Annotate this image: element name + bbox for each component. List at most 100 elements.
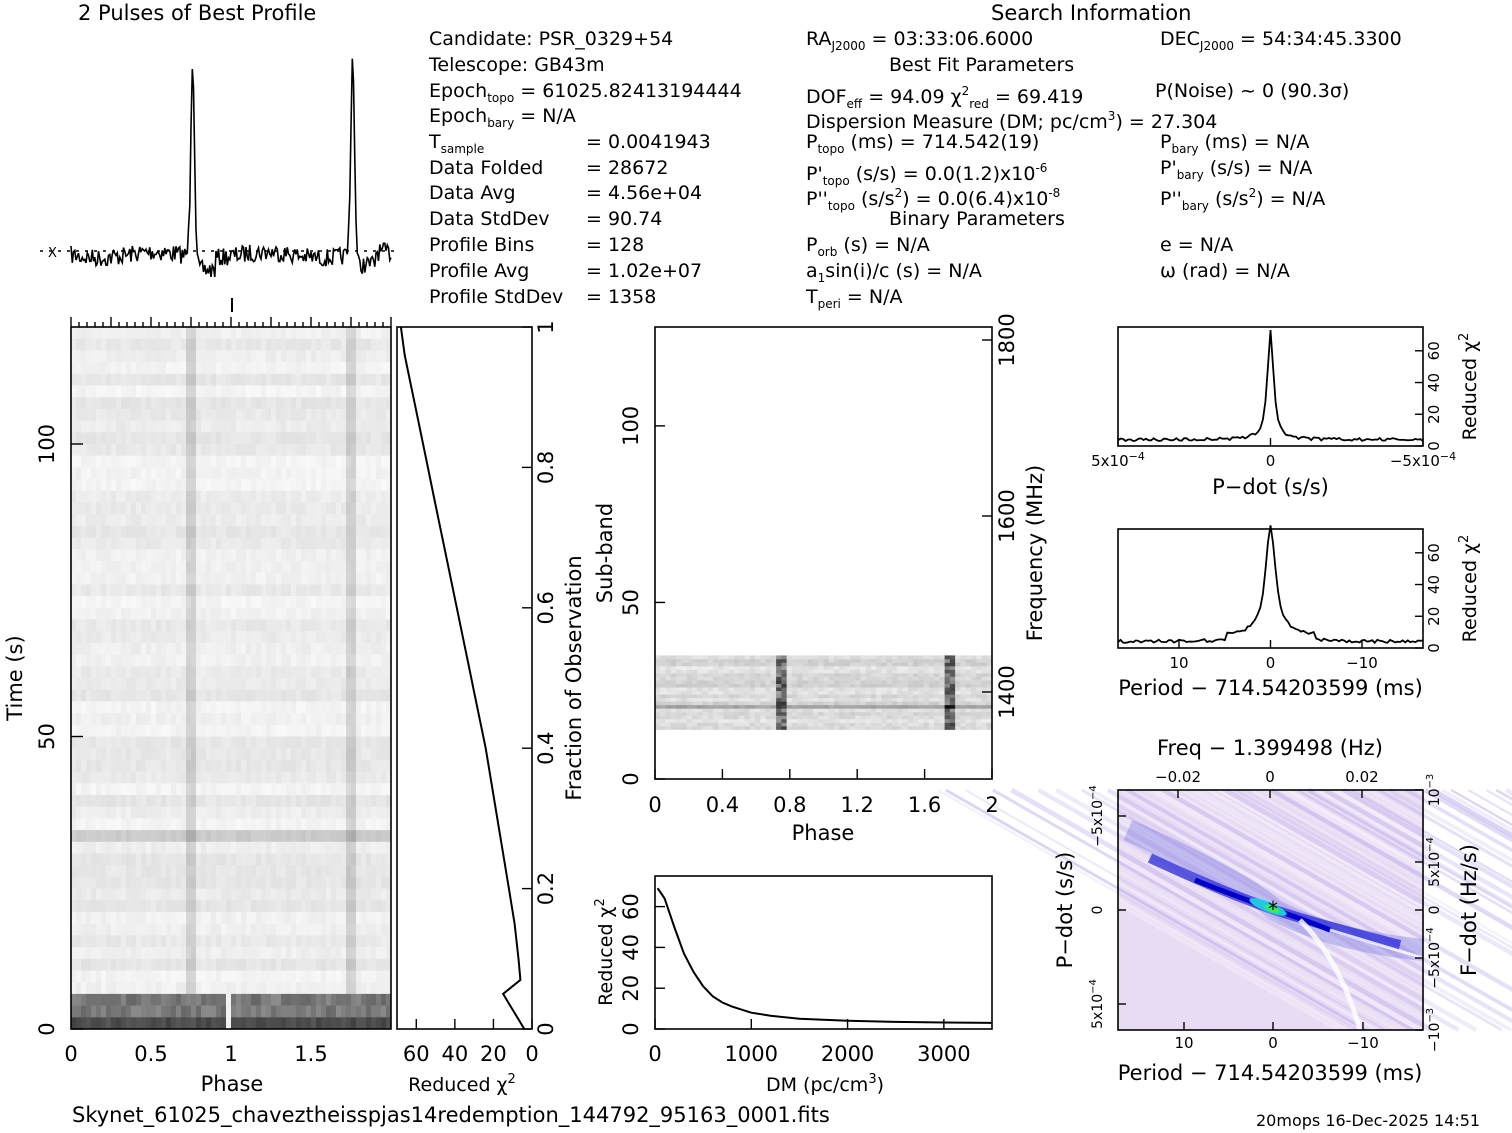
time-phase-cell: [171, 397, 177, 410]
time-phase-cell: [291, 654, 297, 667]
time-phase-cell: [321, 970, 327, 983]
time-phase-cell: [101, 537, 107, 550]
time-phase-cell: [126, 362, 132, 375]
time-phase-cell: [146, 373, 152, 386]
time-phase-cell: [306, 572, 312, 585]
time-phase-cell: [241, 678, 247, 690]
time-phase-cell: [336, 525, 342, 538]
time-phase-cell: [346, 759, 352, 772]
time-phase-cell: [126, 502, 132, 515]
time-phase-cell: [256, 607, 262, 620]
time-phase-cell: [261, 841, 267, 854]
time-phase-cell: [271, 853, 277, 866]
time-phase-cell: [196, 362, 202, 375]
subband-cell: [944, 673, 951, 677]
time-phase-cell: [216, 631, 222, 644]
subband-cell: [981, 673, 988, 677]
subband-cell: [744, 701, 751, 706]
time-phase-cell: [196, 876, 202, 889]
time-phase-cell: [241, 561, 247, 573]
time-phase-cell: [316, 350, 322, 363]
time-phase-cell: [306, 327, 312, 339]
time-phase-cell: [151, 689, 157, 702]
subband-cell: [860, 669, 866, 674]
time-phase-cell: [121, 935, 127, 948]
time-phase-cell: [71, 607, 77, 620]
time-phase-cell: [356, 912, 362, 924]
time-phase-cell: [356, 853, 362, 866]
time-phase-cell: [386, 350, 392, 363]
subband-cell: [970, 726, 977, 730]
time-phase-cell: [311, 759, 317, 772]
time-phase-cell: [271, 748, 277, 761]
subband-cell: [897, 697, 903, 702]
time-phase-cell: [91, 327, 97, 339]
time-phase-cell: [151, 993, 157, 1006]
time-phase-cell: [351, 947, 357, 960]
time-phase-cell: [331, 514, 337, 527]
time-phase-cell: [356, 678, 362, 690]
time-phase-cell: [301, 408, 307, 421]
subband-cell: [902, 676, 909, 681]
time-phase-cell: [331, 666, 337, 679]
time-phase-cell: [366, 783, 372, 796]
time-phase-cell: [346, 338, 352, 351]
subband-cell: [876, 676, 882, 681]
time-phase-cell: [291, 982, 297, 995]
time-phase-cell: [166, 502, 172, 515]
subband-cell: [818, 718, 824, 723]
time-phase-cell: [371, 818, 377, 831]
time-phase-cell: [256, 713, 262, 726]
time-phase-cell: [301, 607, 307, 620]
time-phase-cell: [336, 327, 342, 339]
time-phase-cell: [171, 912, 177, 924]
time-phase-cell: [126, 619, 132, 632]
time-phase-cell: [386, 830, 392, 843]
time-phase-cell: [101, 748, 107, 761]
subband-cell: [686, 687, 693, 692]
subband-cell: [655, 697, 661, 702]
time-phase-cell: [201, 1005, 207, 1018]
time-phase-cell: [241, 490, 247, 503]
subband-cell: [913, 697, 919, 702]
time-phase-cell: [71, 432, 77, 445]
time-phase-cell: [296, 408, 302, 421]
subband-cell: [823, 680, 830, 684]
time-phase-cell: [181, 748, 187, 761]
time-phase-cell: [191, 783, 197, 796]
time-phase-cell: [186, 713, 192, 726]
time-phase-cell: [186, 631, 192, 644]
time-phase-cell: [256, 479, 262, 492]
time-phase-cell: [106, 958, 112, 971]
time-phase-cell: [306, 525, 312, 538]
time-phase-cell: [181, 373, 187, 386]
time-phase-cell: [251, 467, 257, 480]
subband-cell: [686, 697, 693, 702]
time-phase-cell: [351, 853, 357, 866]
time-phase-cell: [271, 467, 277, 480]
time-phase-cell: [121, 490, 127, 503]
time-phase-cell: [341, 362, 347, 375]
time-phase-cell: [256, 795, 262, 807]
time-phase-cell: [156, 1017, 162, 1030]
subband-cell: [828, 704, 835, 709]
time-phase-cell: [171, 759, 177, 772]
time-phase-cell: [106, 947, 112, 960]
time-phase-cell: [141, 806, 147, 819]
time-phase-cell: [386, 678, 392, 690]
time-phase-cell: [101, 408, 107, 421]
time-phase-cell: [196, 525, 202, 538]
subband-cell: [886, 676, 893, 681]
time-phase-cell: [111, 701, 117, 714]
subband-cell: [844, 676, 851, 681]
time-phase-cell: [131, 912, 137, 924]
subband-cell: [976, 694, 982, 699]
subband-cell: [949, 701, 956, 706]
time-phase-cell: [131, 888, 137, 901]
time-phase-cell: [386, 958, 392, 971]
time-phase-cell: [91, 748, 97, 761]
time-phase-cell: [281, 549, 287, 562]
time-phase-cell: [276, 912, 282, 924]
subband-cell: [970, 680, 977, 684]
time-phase-cell: [76, 1017, 82, 1030]
